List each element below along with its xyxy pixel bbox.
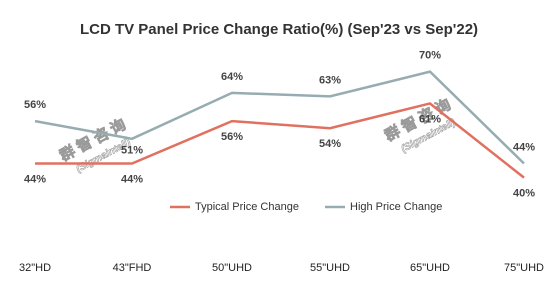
data-label: 54%: [319, 138, 341, 150]
x-tick-label: 65"UHD: [410, 262, 450, 274]
x-tick-label: 55"UHD: [310, 262, 350, 274]
data-label: 44%: [24, 173, 46, 185]
watermark: 群智咨询(Sigmaintell): [381, 93, 458, 155]
data-label: 61%: [419, 113, 441, 125]
legend-label: Typical Price Change: [195, 201, 299, 213]
legend-label: High Price Change: [350, 201, 442, 213]
data-label: 40%: [513, 188, 535, 200]
data-label: 63%: [319, 74, 341, 86]
chart-title: LCD TV Panel Price Change Ratio(%) (Sep'…: [80, 21, 478, 38]
data-label: 64%: [221, 71, 243, 83]
x-tick-label: 43"FHD: [113, 262, 152, 274]
series-line: [35, 102, 525, 179]
data-label: 70%: [419, 50, 441, 62]
x-tick-label: 32"HD: [19, 262, 51, 274]
x-tick-label: 75"UHD: [504, 262, 544, 274]
data-label: 56%: [221, 131, 243, 143]
data-label: 44%: [513, 141, 535, 153]
data-label: 44%: [121, 173, 143, 185]
x-tick-label: 50"UHD: [212, 262, 252, 274]
series-line: [34, 70, 525, 165]
data-label: 51%: [121, 145, 143, 157]
data-label: 56%: [24, 99, 46, 111]
